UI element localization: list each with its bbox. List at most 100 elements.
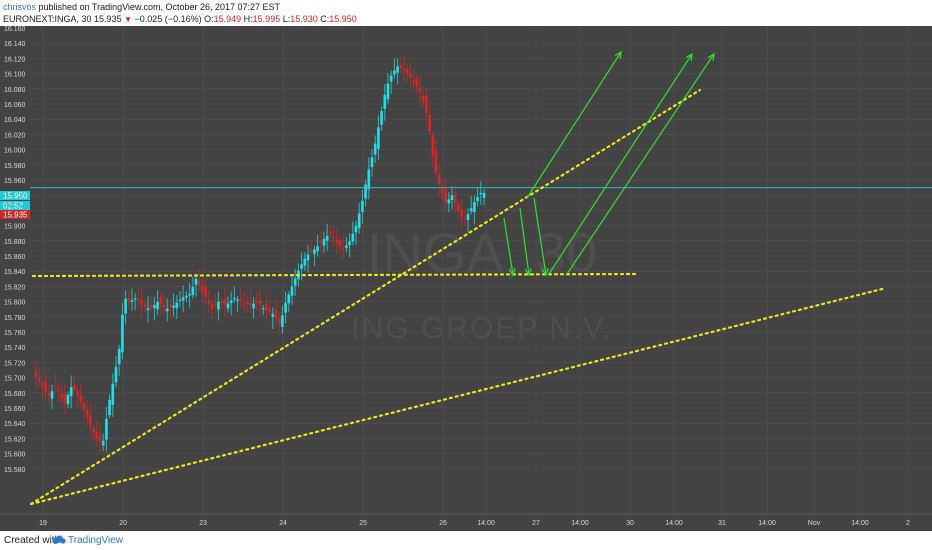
candle-body (258, 300, 262, 305)
candle-body (233, 297, 236, 300)
candle-body (143, 304, 147, 307)
candle-body (300, 264, 303, 269)
x-axis[interactable]: 19 20 23 24 25 26 14:00 27 14:00 30 14:00 31 14:00 No… (0, 513, 932, 527)
candle-body (124, 298, 127, 314)
candle-body (482, 192, 486, 198)
candle-body (185, 295, 188, 298)
high-value: 15.995 (252, 14, 281, 24)
candle-body (402, 68, 406, 70)
y-tick-label: 16.100 (4, 72, 26, 79)
candle-body (325, 235, 329, 241)
candle-body (255, 301, 259, 303)
candle-body (303, 258, 307, 266)
y-tick-label: 16.020 (4, 132, 26, 139)
candle-body (338, 239, 342, 246)
candle-body (281, 315, 284, 327)
candle-body (133, 298, 137, 300)
candle-body (332, 236, 335, 239)
forecast-arrow (548, 53, 693, 275)
drawing-overlays (29, 50, 932, 506)
candle-body (393, 70, 396, 75)
candle-body (405, 69, 409, 74)
candle-body (95, 432, 99, 439)
candle-body (130, 300, 134, 302)
ohlc-line: EURONEXT:INGA, 30 15.935 ▼ −0.025 (−0.16… (3, 13, 357, 26)
candle-body (309, 250, 313, 252)
candle-body (329, 231, 332, 234)
candle-body (370, 157, 374, 167)
forecast-arrow (526, 51, 622, 199)
low-label: L: (282, 14, 291, 24)
y-tick-label: 15.640 (4, 421, 26, 428)
candle-body (377, 127, 380, 149)
author-link[interactable]: chrisvos (3, 2, 37, 12)
forecast-arrow (503, 217, 514, 276)
candle-body (82, 403, 86, 410)
candle-body (44, 381, 47, 393)
x-tick-label: 14:00 (665, 520, 683, 527)
candle-body (268, 309, 271, 312)
candle-body (367, 169, 371, 190)
candle-body (409, 73, 412, 78)
candle-body (479, 192, 483, 195)
y-tick-label: 15.980 (4, 163, 26, 170)
candle-body (277, 317, 281, 324)
candle-body (98, 435, 102, 441)
close-value: 15.950 (329, 14, 357, 24)
x-tick-label: 14:00 (758, 520, 776, 527)
y-tick-label: 15.880 (4, 239, 26, 246)
candle-body (290, 286, 294, 296)
y-tick-label: 15.760 (4, 330, 26, 337)
tradingview-logo-icon (52, 535, 66, 544)
candle-body (345, 245, 348, 248)
x-tick-label: 25 (359, 520, 367, 527)
created-with-label: Created with (4, 535, 61, 546)
candle-body (37, 377, 41, 381)
price-chart[interactable]: INGA, 30 ING GROEP N.V. 16.16016.14016.1… (0, 26, 932, 531)
publish-line: chrisvos published on TradingView.com, O… (3, 1, 280, 13)
candle-body (425, 95, 428, 114)
down-triangle-icon: ▼ (124, 15, 133, 24)
candle-body (341, 247, 345, 249)
forecast-arrow (566, 53, 715, 275)
y-axis[interactable]: 16.160 16.140 16.120 16.100 16.080 16.060 16.0… (4, 26, 26, 474)
candle-body (213, 304, 217, 306)
candle-body (117, 348, 121, 365)
candle-body (441, 186, 444, 194)
candle-body (204, 286, 207, 298)
candle-body (389, 75, 393, 82)
candle-body (57, 388, 60, 391)
tradingview-brand[interactable]: TradingView (68, 535, 124, 546)
x-tick-label: 2 (906, 520, 910, 527)
y-tick-label: 16.000 (4, 148, 26, 155)
y-tick-label: 15.580 (4, 467, 26, 474)
long-trend-line (29, 286, 888, 506)
candle-body (175, 302, 179, 309)
candle-body (79, 395, 83, 403)
candle-body (361, 200, 364, 213)
candle-body (245, 301, 249, 305)
candle-body (169, 304, 172, 308)
candle-body (41, 383, 44, 386)
candle-body (287, 294, 291, 304)
candle-body (373, 143, 377, 155)
published-text: published on TradingView.com, October 26… (38, 2, 281, 12)
y-tick-label: 15.660 (4, 406, 26, 413)
footer: Created with TradingView (0, 531, 932, 550)
candle-body (476, 196, 479, 202)
candle-body (92, 428, 95, 433)
chart-area[interactable]: INGA, 30 ING GROEP N.V. 16.160 16.140 16.1… (0, 26, 932, 531)
last-price: 15.935 (94, 14, 122, 24)
candle-body (239, 298, 243, 302)
candle-body (335, 239, 339, 243)
watermark-company: ING GROEP N.V. (351, 312, 612, 345)
candle-body (348, 241, 351, 246)
candle-body (463, 218, 467, 221)
y-tick-label: 16.120 (4, 56, 26, 63)
candle-body (319, 241, 323, 243)
candle-body (73, 385, 76, 390)
candle-body (165, 308, 169, 312)
y-tick-label: 16.060 (4, 102, 26, 109)
x-tick-label: 14:00 (851, 520, 869, 527)
low-value: 15.930 (290, 14, 318, 24)
